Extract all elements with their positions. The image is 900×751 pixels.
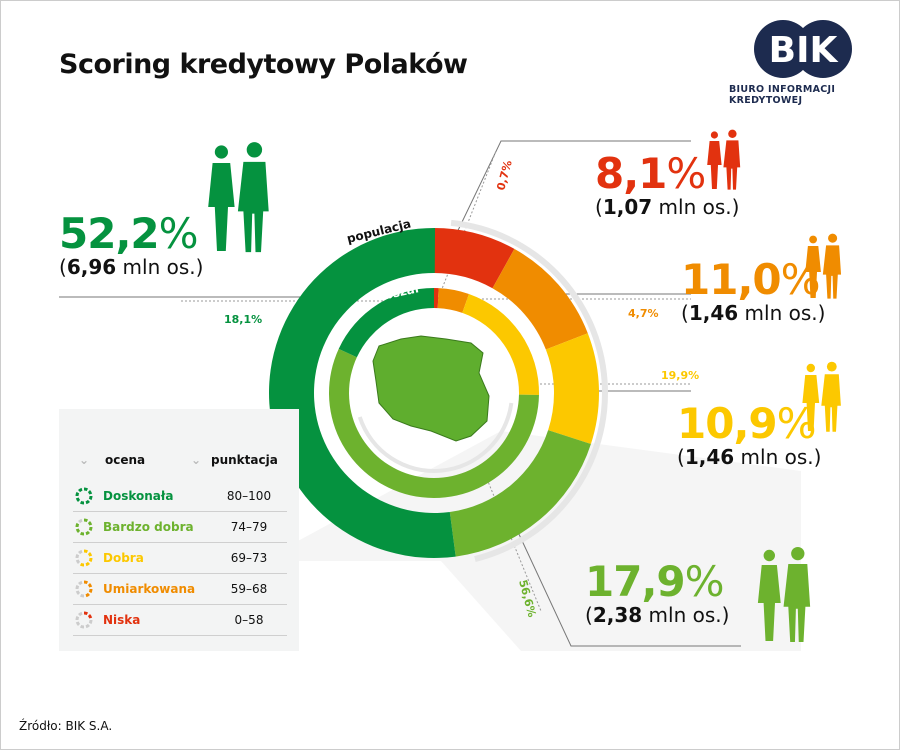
rating-ring-icon	[75, 487, 93, 505]
couple-icon	[802, 361, 841, 432]
callout-pct: 10,9	[677, 399, 778, 448]
callout-dobra: 10,9% (1,46 mln os.)	[677, 399, 822, 470]
population-segment-umiarkowana	[492, 248, 588, 350]
area-leader-lines	[181, 150, 691, 612]
area-label-umiark: 4,7%	[628, 307, 659, 320]
leader-line	[449, 140, 691, 248]
callout-mln: 2,38	[592, 603, 643, 627]
population-segment-niska	[434, 228, 515, 289]
legend-row: Umiarkowana 59–68	[73, 574, 287, 605]
callout-pct: 52,2	[59, 209, 160, 258]
background-shape	[261, 431, 801, 651]
chevron-down-icon: ⌄	[79, 453, 90, 467]
legend-row: Bardzo dobra 74–79	[73, 512, 287, 543]
callout-pct: 17,9	[585, 557, 686, 606]
logo-subtitle: BIURO INFORMACJI KREDYTOWEJ	[729, 84, 836, 106]
rating-ring-icon	[75, 580, 93, 598]
area-segment-dobra	[462, 293, 539, 395]
chevron-down-icon: ⌄	[191, 453, 202, 467]
callout-niska: 8,1% (1,07 mln os.)	[595, 149, 740, 220]
callout-mln: 6,96	[66, 255, 117, 279]
legend-score: 0–58	[234, 613, 264, 627]
callout-mln: 1,46	[688, 301, 739, 325]
legend-header-score: punktacja	[211, 453, 278, 467]
area-segment-bardzo-dobra	[329, 348, 539, 498]
couple-icon	[757, 546, 811, 642]
legend-score: 74–79	[230, 520, 268, 534]
callout-mln: 1,07	[602, 195, 653, 219]
couple-icon	[208, 142, 269, 253]
legend-row: Doskonała 80–100	[73, 481, 287, 512]
callout-doskonala: 52,2% (6,96 mln os.)	[59, 209, 204, 280]
legend-rating: Umiarkowana	[103, 582, 196, 596]
leader-line	[510, 516, 741, 647]
callout-bardzo-dobra: 17,9% (2,38 mln os.)	[585, 557, 730, 628]
area-segment-doskonała	[338, 288, 434, 358]
couple-icon	[805, 233, 842, 299]
callout-pct: 11,0	[681, 255, 782, 304]
legend-rating: Bardzo dobra	[103, 520, 194, 534]
rating-ring-icon	[75, 611, 93, 629]
callout-umiarkowana: 11,0% (1,46 mln os.)	[681, 255, 826, 326]
area-label-niska: 0,7%	[494, 159, 514, 192]
legend-rating: Dobra	[103, 551, 144, 565]
legend-score: 80–100	[226, 489, 272, 503]
area-label-dobra: 19,9%	[661, 369, 699, 382]
callout-pct: 8,1	[595, 149, 667, 198]
legend-rating: Doskonała	[103, 489, 174, 503]
legend: ⌄ ocena ⌄ punktacja Doskonała 80–100 Bardz…	[59, 409, 299, 651]
area-segment-umiarkowana	[437, 288, 469, 313]
bik-logo: BIK	[754, 20, 852, 78]
population-segment-doskonała	[268, 228, 456, 558]
area-label-dosk: 18,1%	[224, 313, 262, 326]
legend-score: 69–73	[230, 551, 268, 565]
rating-ring-icon	[75, 549, 93, 567]
area-segment-niska	[434, 288, 439, 309]
population-segment-bardzo-dobra	[449, 430, 591, 557]
page-title: Scoring kredytowy Polaków	[59, 49, 468, 80]
legend-rating: Niska	[103, 613, 141, 627]
legend-row: Niska 0–58	[73, 605, 287, 636]
rating-ring-icon	[75, 518, 93, 536]
callout-mln: 1,46	[684, 445, 735, 469]
poland-map	[372, 335, 490, 442]
source-note: Źródło: BIK S.A.	[19, 719, 113, 733]
population-segment-dobra	[545, 333, 599, 444]
legend-row: Dobra 69–73	[73, 543, 287, 574]
couple-icon	[707, 129, 741, 190]
legend-header-rating: ocena	[105, 453, 146, 467]
svg-text:BIK: BIK	[769, 30, 839, 71]
legend-score: 59–68	[230, 582, 268, 596]
